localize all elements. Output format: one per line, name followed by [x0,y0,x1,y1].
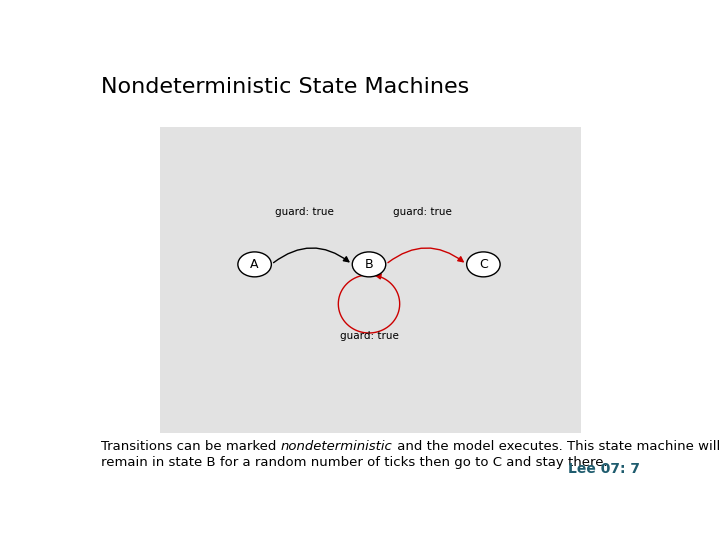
Text: guard: true: guard: true [275,207,334,217]
Circle shape [352,252,386,277]
Text: Nondeterministic State Machines: Nondeterministic State Machines [101,77,469,97]
Text: remain in state B for a random number of ticks then go to C and stay there.: remain in state B for a random number of… [101,456,608,469]
FancyArrowPatch shape [274,248,348,262]
Text: nondeterministic: nondeterministic [281,440,392,453]
Text: guard: true: guard: true [340,331,398,341]
FancyArrowPatch shape [388,248,463,262]
Text: Transitions can be marked: Transitions can be marked [101,440,281,453]
Text: guard: true: guard: true [392,207,451,217]
Circle shape [238,252,271,277]
Text: Lee 07: 7: Lee 07: 7 [567,462,639,476]
Circle shape [467,252,500,277]
FancyBboxPatch shape [160,127,581,433]
Text: B: B [365,258,373,271]
Text: and the model executes. This state machine will: and the model executes. This state machi… [392,440,720,453]
Text: C: C [479,258,487,271]
Text: A: A [251,258,259,271]
